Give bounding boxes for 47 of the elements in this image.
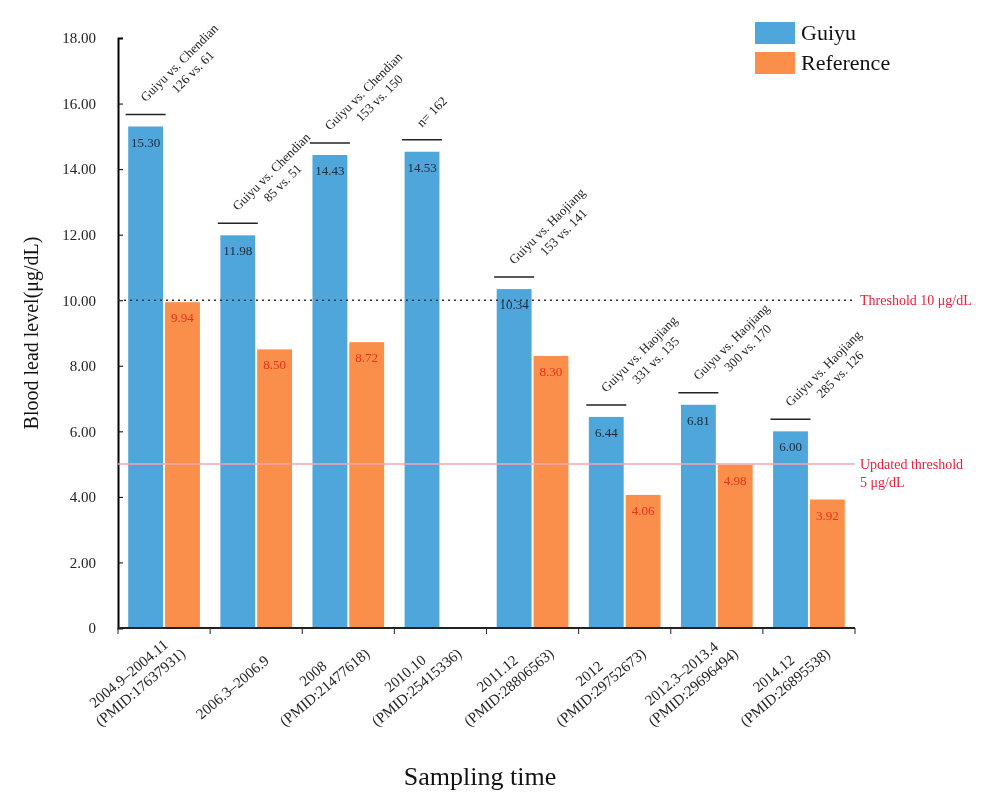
data-label: 10.34 [499,297,530,313]
data-label: 3.92 [815,507,839,523]
data-label: 4.06 [631,502,655,518]
ref-line-label: Updated threshold 5 μg/dL [860,457,964,491]
data-label: 11.98 [223,243,253,259]
bar [496,289,532,628]
bar [220,235,256,628]
bar [349,342,385,628]
y-tick-label: 12.00 [62,226,96,243]
data-label: 8.30 [539,363,563,379]
x-axis-title: Sampling time [403,762,557,791]
y-tick-label: 10.00 [62,292,96,309]
y-tick-label: 6.00 [69,423,96,440]
bar [809,499,845,628]
legend-label: Guiyu [801,20,856,45]
data-label: 8.50 [263,357,286,373]
y-tick-label: 16.00 [62,95,96,112]
bar [128,126,164,628]
y-tick-label: 18.00 [62,30,96,47]
data-label: 15.30 [131,134,161,150]
data-label: 6.00 [779,439,802,455]
data-label: 14.43 [315,163,345,179]
y-axis-title: Blood lead level(μg/dL) [20,236,43,430]
data-label: 4.98 [723,472,747,488]
y-tick-label: 8.00 [69,358,96,375]
bar [680,404,716,628]
data-label: 9.94 [171,310,195,326]
bar [625,494,661,628]
data-label: 14.53 [407,159,437,175]
legend-label: Reference [801,50,891,75]
bar [773,431,808,628]
y-tick-label: 14.00 [62,161,96,178]
data-label: 8.72 [355,350,379,366]
bar [404,151,440,628]
annotation: n= 162 [413,93,451,130]
bar [257,349,293,628]
y-tick-label: 2.00 [69,554,96,571]
bar [165,302,200,628]
data-label: 6.44 [594,424,619,440]
y-tick-label: 0 [88,620,96,637]
ref-line-label: Threshold 10 μg/dL [860,293,972,309]
bar [312,155,348,628]
y-tick-label: 4.00 [69,489,96,506]
bar [533,355,569,628]
bar [717,464,753,628]
data-label: 6.81 [687,412,710,428]
bar [588,416,624,628]
